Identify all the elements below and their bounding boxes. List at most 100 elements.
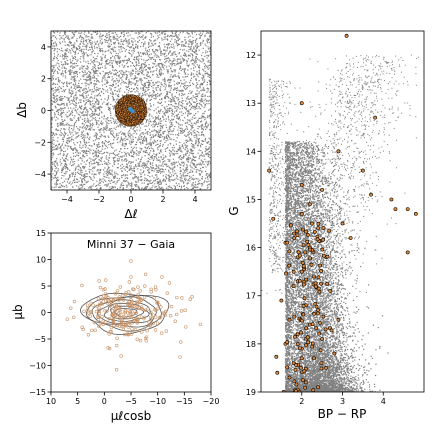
sky-field-star <box>54 161 57 163</box>
sky-field-star <box>94 52 96 55</box>
sky-field-star <box>64 162 66 165</box>
sky-field-star <box>53 94 55 97</box>
sky-field-star <box>57 81 60 83</box>
sky-field-star <box>117 141 119 144</box>
sky-field-star <box>57 125 59 127</box>
sky-field-star <box>88 39 91 42</box>
sky-field-star <box>176 55 178 58</box>
sky-field-star <box>89 76 91 78</box>
sky-field-star <box>92 123 94 126</box>
sky-field-star <box>65 178 67 180</box>
sky-field-star <box>159 172 162 174</box>
sky-field-star <box>151 85 153 87</box>
sky-field-star <box>169 98 171 100</box>
sky-field-star <box>163 137 165 139</box>
sky-field-star <box>106 158 108 160</box>
sky-field-star <box>198 105 200 108</box>
sky-field-star <box>179 101 181 103</box>
sky-field-star <box>203 106 205 109</box>
sky-field-star <box>160 50 162 53</box>
sky-field-star <box>202 134 204 136</box>
sky-field-star <box>200 35 202 37</box>
sky-field-star <box>91 45 93 47</box>
sky-field-star <box>66 56 69 58</box>
sky-field-star <box>92 129 94 131</box>
sky-field-star <box>159 159 161 161</box>
sky-field-star <box>124 151 126 153</box>
sky-field-star <box>95 135 98 137</box>
sky-field-star <box>159 42 161 44</box>
sky-field-star <box>82 75 84 77</box>
sky-field-star <box>150 39 152 42</box>
sky-field-star <box>209 156 211 159</box>
sky-field-star <box>97 67 99 69</box>
sky-field-star <box>62 185 64 187</box>
sky-field-star <box>185 140 187 142</box>
sky-field-star <box>138 61 140 63</box>
sky-field-star <box>125 174 127 176</box>
sky-field-star <box>191 159 193 161</box>
sky-field-star <box>149 181 151 183</box>
sky-field-star <box>129 189 131 190</box>
sky-field-star <box>55 107 57 109</box>
sky-field-star <box>188 123 190 126</box>
sky-field-star <box>82 66 84 68</box>
sky-field-star <box>80 133 82 135</box>
sky-field-star <box>206 54 208 57</box>
sky-field-star <box>83 60 85 62</box>
sky-field-star <box>180 105 182 107</box>
sky-field-star <box>144 36 147 38</box>
sky-field-star <box>193 96 195 99</box>
sky-field-star <box>143 52 145 54</box>
sky-field-star <box>206 42 209 44</box>
sky-field-star <box>115 126 118 128</box>
sky-field-star <box>82 154 84 156</box>
sky-field-star <box>52 59 54 61</box>
sky-field-star <box>133 170 136 173</box>
sky-field-star <box>203 155 205 157</box>
sky-field-star <box>178 183 180 185</box>
sky-field-star <box>129 82 131 84</box>
sky-field-star <box>148 180 150 182</box>
sky-field-star <box>145 64 147 67</box>
sky-field-star <box>99 50 101 52</box>
sky-field-star <box>170 43 172 46</box>
sky-field-star <box>83 48 85 51</box>
sky-field-star <box>205 149 207 151</box>
sky-field-star <box>124 126 126 128</box>
sky-field-star <box>62 97 64 99</box>
sky-field-star <box>92 103 94 105</box>
sky-field-star <box>195 84 198 86</box>
sky-field-star <box>94 119 96 121</box>
sky-field-star <box>85 151 88 153</box>
sky-field-star <box>74 155 77 157</box>
sky-field-star <box>149 162 152 164</box>
sky-field-star <box>188 50 190 53</box>
sky-field-star <box>100 188 102 190</box>
sky-field-star <box>61 116 63 118</box>
sky-field-star <box>158 73 161 75</box>
sky-field-star <box>75 106 77 108</box>
sky-field-star <box>61 171 63 173</box>
sky-field-star <box>202 113 204 115</box>
sky-field-star <box>177 39 179 42</box>
sky-field-star <box>96 170 98 172</box>
sky-field-star <box>133 167 136 169</box>
sky-field-star <box>75 94 77 96</box>
sky-field-star <box>101 81 103 83</box>
sky-field-star <box>199 173 201 175</box>
sky-field-star <box>172 96 174 99</box>
sky-field-star <box>178 82 181 84</box>
sky-field-star <box>138 94 141 96</box>
sky-field-star <box>157 106 159 108</box>
sky-field-star <box>156 143 158 145</box>
sky-field-star <box>142 139 144 142</box>
sky-field-star <box>185 85 187 87</box>
sky-field-star <box>165 118 167 120</box>
sky-field-star <box>144 151 147 154</box>
sky-field-star <box>95 31 97 33</box>
sky-field-star <box>75 99 77 101</box>
sky-field-star <box>181 92 183 94</box>
sky-field-star <box>110 117 112 119</box>
sky-field-star <box>86 115 88 117</box>
